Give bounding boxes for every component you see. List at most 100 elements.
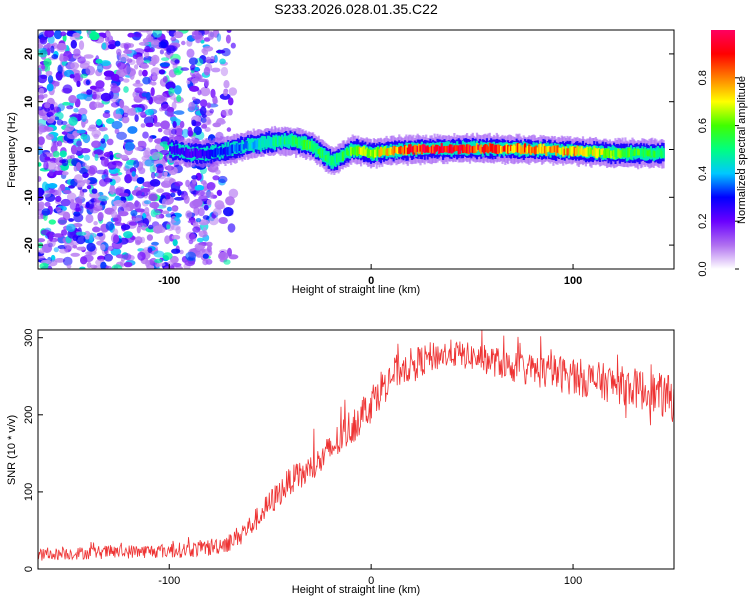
snr-y-tick-label: 0 <box>23 566 35 572</box>
heatmap-noise-cell <box>153 210 161 216</box>
heatmap-noise-cell <box>92 91 97 100</box>
heatmap-ridge-cell <box>304 142 308 149</box>
heatmap-ridge-cell <box>321 149 325 159</box>
heatmap-ridge-cell <box>645 149 648 156</box>
heatmap-ridge-cell <box>589 146 592 155</box>
heatmap-ridge-cell <box>247 143 250 150</box>
heatmap-ridge-cell <box>289 137 292 143</box>
heatmap-ridge-cell <box>618 150 621 159</box>
heatmap-noise-cell <box>123 42 131 49</box>
heatmap-ridge-cell <box>350 146 353 156</box>
heatmap-noise-cell <box>118 211 129 217</box>
heatmap-ridge-cell <box>432 144 435 154</box>
snr-y-tick-label: 200 <box>23 406 35 424</box>
heatmap-noise-cell <box>149 179 161 187</box>
heatmap-ridge-cell <box>416 146 419 152</box>
heatmap-noise-cell <box>165 194 171 200</box>
heatmap-noise-cell <box>172 239 178 247</box>
heatmap-ridge-cell <box>572 146 575 154</box>
heatmap-ridge-cell <box>231 144 234 154</box>
heatmap-noise-cell <box>203 37 211 42</box>
heatmap-noise-cell <box>208 31 215 40</box>
heatmap-noise-cell <box>189 85 200 92</box>
heatmap-noise-cell <box>210 55 215 63</box>
heatmap-ridge-cell <box>505 143 508 154</box>
heatmap-noise-cell <box>132 217 142 222</box>
heatmap-ridge-cell <box>324 155 327 161</box>
heatmap-noise-cell <box>104 76 112 81</box>
spectrogram-y-tick-label: 10 <box>23 96 35 108</box>
heatmap-ridge-cell <box>659 148 662 157</box>
heatmap-ridge-cell <box>549 146 552 153</box>
heatmap-noise-cell <box>174 70 182 76</box>
heatmap-ridge-cell <box>652 150 655 158</box>
heatmap-ridge-cell <box>222 147 226 155</box>
heatmap-noise-cell <box>207 244 212 253</box>
heatmap-ridge-cell <box>320 149 323 156</box>
heatmap-ridge-cell <box>197 150 200 158</box>
heatmap-noise-cell <box>39 109 44 119</box>
heatmap-ridge-cell <box>402 146 405 156</box>
heatmap-ridge-cell <box>183 150 186 157</box>
heatmap-noise-cell <box>212 122 221 128</box>
heatmap-ridge-cell <box>439 146 442 153</box>
heatmap-noise-cell <box>85 251 93 256</box>
heatmap-noise-cell <box>66 105 74 110</box>
heatmap-noise-cell <box>129 70 135 80</box>
heatmap-ridge-cell <box>382 147 385 156</box>
heatmap-noise-cell <box>92 226 101 233</box>
colorbar-tick-label: 0.4 <box>697 166 709 181</box>
heatmap-noise-cell <box>93 149 104 156</box>
heatmap-noise-cell <box>166 45 176 54</box>
heatmap-ridge-cell <box>224 146 227 157</box>
heatmap-ridge-cell <box>406 147 409 155</box>
heatmap-noise-cell <box>38 176 42 182</box>
heatmap-noise-cell <box>59 150 67 158</box>
heatmap-ridge-cell <box>576 145 579 155</box>
heatmap-noise-cell <box>50 45 55 54</box>
heatmap-ridge-cell <box>529 146 532 155</box>
heatmap-ridge-cell <box>522 144 525 154</box>
heatmap-noise-cell <box>56 42 67 51</box>
heatmap-ridge-cell <box>309 141 312 150</box>
heatmap-ridge-cell <box>655 150 658 158</box>
heatmap-ridge-cell <box>276 135 279 145</box>
heatmap-noise-cell <box>83 154 91 161</box>
heatmap-ridge-cell <box>210 149 213 156</box>
heatmap-noise-cell <box>192 178 197 185</box>
snr-y-axis-label: SNR (10 * v/v) <box>6 415 18 485</box>
heatmap-noise-cell <box>74 174 83 184</box>
heatmap-noise-cell <box>130 210 138 217</box>
heatmap-noise-cell <box>78 167 88 174</box>
heatmap-ridge-cell <box>355 146 358 157</box>
heatmap-ridge-cell <box>375 147 378 156</box>
heatmap-noise-cell <box>151 241 159 246</box>
heatmap-noise-cell <box>56 209 66 214</box>
heatmap-noise-cell <box>105 32 111 38</box>
heatmap-noise-cell <box>184 259 195 267</box>
heatmap-ridge-cell <box>381 148 384 155</box>
heatmap-noise-cell <box>209 192 214 199</box>
heatmap-ridge-cell <box>481 147 484 153</box>
heatmap-noise-cell <box>119 99 125 109</box>
heatmap-ridge-cell <box>427 147 431 153</box>
heatmap-noise-cell <box>38 74 47 84</box>
heatmap-noise-cell <box>132 82 144 87</box>
heatmap-noise-cell <box>181 128 189 138</box>
heatmap-noise-cell <box>223 80 230 89</box>
heatmap-ridge-cell <box>638 149 641 156</box>
snr-y-ticks: 0 100 200 300 <box>23 329 43 572</box>
heatmap-noise-cell <box>151 152 161 160</box>
snr-series <box>37 329 675 561</box>
heatmap-ridge-cell <box>369 150 373 157</box>
heatmap-ridge-cell <box>648 149 651 157</box>
heatmap-noise-cell <box>158 41 167 49</box>
heatmap-noise-cell <box>38 136 45 146</box>
heatmap-ridge-cell <box>405 145 408 156</box>
heatmap-ridge-cell <box>241 143 244 151</box>
heatmap-noise-cell <box>78 40 85 50</box>
heatmap-noise-cell <box>140 123 146 128</box>
heatmap-ridge-cell <box>471 146 474 153</box>
heatmap-noise-cell <box>205 56 212 64</box>
heatmap-noise-cell <box>187 219 196 224</box>
